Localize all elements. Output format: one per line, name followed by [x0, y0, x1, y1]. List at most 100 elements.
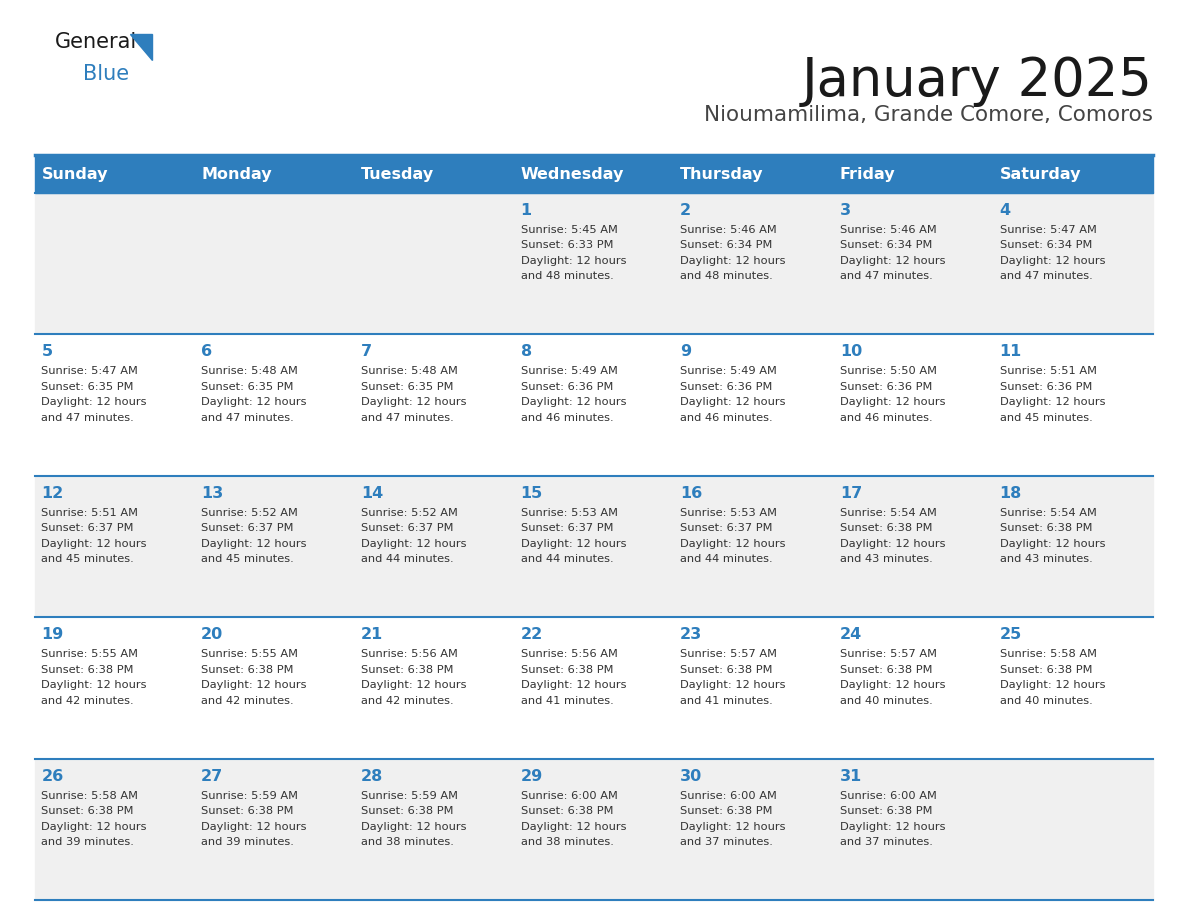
- Text: Daylight: 12 hours: Daylight: 12 hours: [681, 680, 785, 690]
- Text: and 47 minutes.: and 47 minutes.: [840, 272, 933, 282]
- Text: Nioumamilima, Grande Comore, Comoros: Nioumamilima, Grande Comore, Comoros: [704, 105, 1154, 125]
- Text: Daylight: 12 hours: Daylight: 12 hours: [42, 822, 147, 832]
- Text: and 40 minutes.: and 40 minutes.: [840, 696, 933, 706]
- Text: Sunrise: 5:55 AM: Sunrise: 5:55 AM: [201, 649, 298, 659]
- Polygon shape: [129, 34, 152, 60]
- Text: Daylight: 12 hours: Daylight: 12 hours: [42, 539, 147, 549]
- Text: Sunrise: 5:57 AM: Sunrise: 5:57 AM: [840, 649, 937, 659]
- Text: and 42 minutes.: and 42 minutes.: [42, 696, 134, 706]
- Text: Sunrise: 5:46 AM: Sunrise: 5:46 AM: [681, 225, 777, 235]
- Text: Sunset: 6:34 PM: Sunset: 6:34 PM: [999, 241, 1092, 251]
- Text: Sunset: 6:37 PM: Sunset: 6:37 PM: [201, 523, 293, 533]
- Bar: [34, 617, 1154, 758]
- Text: Sunset: 6:38 PM: Sunset: 6:38 PM: [520, 665, 613, 675]
- Text: Daylight: 12 hours: Daylight: 12 hours: [840, 822, 946, 832]
- Text: Sunrise: 5:56 AM: Sunrise: 5:56 AM: [361, 649, 457, 659]
- Text: Daylight: 12 hours: Daylight: 12 hours: [681, 397, 785, 408]
- Text: 5: 5: [42, 344, 52, 360]
- Text: Daylight: 12 hours: Daylight: 12 hours: [520, 397, 626, 408]
- Text: Blue: Blue: [83, 64, 129, 84]
- Text: Daylight: 12 hours: Daylight: 12 hours: [520, 256, 626, 266]
- Text: General: General: [55, 32, 138, 52]
- Text: Daylight: 12 hours: Daylight: 12 hours: [840, 539, 946, 549]
- Text: and 46 minutes.: and 46 minutes.: [840, 413, 933, 423]
- Text: Sunrise: 5:50 AM: Sunrise: 5:50 AM: [840, 366, 937, 376]
- Text: 27: 27: [201, 768, 223, 784]
- Text: Sunrise: 5:54 AM: Sunrise: 5:54 AM: [840, 508, 937, 518]
- Text: Sunset: 6:33 PM: Sunset: 6:33 PM: [520, 241, 613, 251]
- Text: and 47 minutes.: and 47 minutes.: [999, 272, 1093, 282]
- Text: Sunset: 6:38 PM: Sunset: 6:38 PM: [361, 806, 454, 816]
- Text: 20: 20: [201, 627, 223, 643]
- Text: and 48 minutes.: and 48 minutes.: [520, 272, 613, 282]
- Text: and 44 minutes.: and 44 minutes.: [520, 554, 613, 565]
- Text: Sunset: 6:36 PM: Sunset: 6:36 PM: [999, 382, 1092, 392]
- Text: Daylight: 12 hours: Daylight: 12 hours: [201, 822, 307, 832]
- Bar: [34, 193, 1154, 334]
- Text: Sunset: 6:38 PM: Sunset: 6:38 PM: [42, 665, 134, 675]
- Text: 1: 1: [520, 203, 532, 218]
- Text: and 41 minutes.: and 41 minutes.: [681, 696, 773, 706]
- Text: 26: 26: [42, 768, 64, 784]
- Text: Sunset: 6:34 PM: Sunset: 6:34 PM: [681, 241, 772, 251]
- Text: Sunset: 6:38 PM: Sunset: 6:38 PM: [42, 806, 134, 816]
- Text: 13: 13: [201, 486, 223, 501]
- Text: Sunrise: 5:51 AM: Sunrise: 5:51 AM: [999, 366, 1097, 376]
- Text: 3: 3: [840, 203, 851, 218]
- Text: 22: 22: [520, 627, 543, 643]
- Text: Sunset: 6:36 PM: Sunset: 6:36 PM: [840, 382, 933, 392]
- Text: and 38 minutes.: and 38 minutes.: [520, 837, 613, 847]
- Text: Daylight: 12 hours: Daylight: 12 hours: [520, 539, 626, 549]
- Text: 7: 7: [361, 344, 372, 360]
- Text: Daylight: 12 hours: Daylight: 12 hours: [361, 680, 467, 690]
- Text: and 37 minutes.: and 37 minutes.: [840, 837, 933, 847]
- Text: 9: 9: [681, 344, 691, 360]
- Text: Sunrise: 5:46 AM: Sunrise: 5:46 AM: [840, 225, 936, 235]
- Text: Daylight: 12 hours: Daylight: 12 hours: [999, 680, 1105, 690]
- Text: Sunset: 6:38 PM: Sunset: 6:38 PM: [681, 806, 772, 816]
- Text: Monday: Monday: [201, 166, 272, 182]
- Text: Sunset: 6:35 PM: Sunset: 6:35 PM: [201, 382, 293, 392]
- Text: and 46 minutes.: and 46 minutes.: [520, 413, 613, 423]
- Text: Sunrise: 5:59 AM: Sunrise: 5:59 AM: [201, 790, 298, 800]
- Text: Sunrise: 5:53 AM: Sunrise: 5:53 AM: [681, 508, 777, 518]
- Text: Daylight: 12 hours: Daylight: 12 hours: [361, 397, 467, 408]
- Text: Sunset: 6:34 PM: Sunset: 6:34 PM: [840, 241, 933, 251]
- Text: Daylight: 12 hours: Daylight: 12 hours: [681, 822, 785, 832]
- Text: Daylight: 12 hours: Daylight: 12 hours: [681, 256, 785, 266]
- Text: Tuesday: Tuesday: [361, 166, 434, 182]
- Text: Daylight: 12 hours: Daylight: 12 hours: [42, 397, 147, 408]
- Text: Sunrise: 6:00 AM: Sunrise: 6:00 AM: [840, 790, 937, 800]
- Text: 21: 21: [361, 627, 383, 643]
- Text: 8: 8: [520, 344, 532, 360]
- Text: Sunset: 6:38 PM: Sunset: 6:38 PM: [840, 806, 933, 816]
- Text: 16: 16: [681, 486, 702, 501]
- Text: Sunset: 6:36 PM: Sunset: 6:36 PM: [520, 382, 613, 392]
- Text: Sunrise: 5:53 AM: Sunrise: 5:53 AM: [520, 508, 618, 518]
- Text: 17: 17: [840, 486, 862, 501]
- Bar: [34, 476, 1154, 617]
- Text: and 47 minutes.: and 47 minutes.: [42, 413, 134, 423]
- Text: Sunrise: 5:55 AM: Sunrise: 5:55 AM: [42, 649, 138, 659]
- Text: Sunset: 6:38 PM: Sunset: 6:38 PM: [840, 665, 933, 675]
- Text: and 43 minutes.: and 43 minutes.: [999, 554, 1093, 565]
- Text: 2: 2: [681, 203, 691, 218]
- Text: Daylight: 12 hours: Daylight: 12 hours: [840, 256, 946, 266]
- Text: 19: 19: [42, 627, 64, 643]
- Text: and 42 minutes.: and 42 minutes.: [361, 696, 454, 706]
- Text: Sunrise: 5:52 AM: Sunrise: 5:52 AM: [361, 508, 457, 518]
- Text: Sunrise: 5:56 AM: Sunrise: 5:56 AM: [520, 649, 618, 659]
- Text: Daylight: 12 hours: Daylight: 12 hours: [840, 397, 946, 408]
- Text: Daylight: 12 hours: Daylight: 12 hours: [840, 680, 946, 690]
- Text: and 41 minutes.: and 41 minutes.: [520, 696, 613, 706]
- Text: Sunrise: 5:47 AM: Sunrise: 5:47 AM: [42, 366, 138, 376]
- Text: Daylight: 12 hours: Daylight: 12 hours: [201, 680, 307, 690]
- Text: Daylight: 12 hours: Daylight: 12 hours: [999, 397, 1105, 408]
- Text: Sunrise: 5:54 AM: Sunrise: 5:54 AM: [999, 508, 1097, 518]
- Text: 23: 23: [681, 627, 702, 643]
- Text: Sunset: 6:38 PM: Sunset: 6:38 PM: [201, 665, 293, 675]
- Text: and 39 minutes.: and 39 minutes.: [42, 837, 134, 847]
- Text: Daylight: 12 hours: Daylight: 12 hours: [520, 680, 626, 690]
- Text: Sunday: Sunday: [42, 166, 108, 182]
- Text: 28: 28: [361, 768, 383, 784]
